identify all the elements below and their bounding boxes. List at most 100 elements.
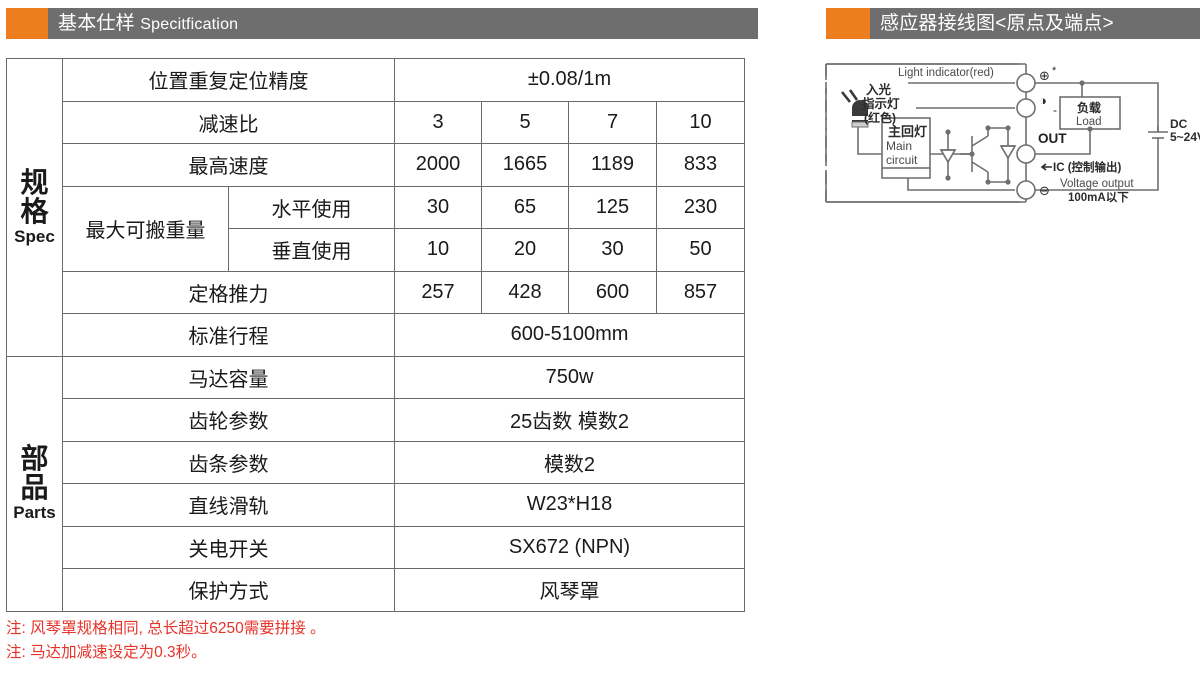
row-value-linear-guide: W23*H18 [394, 483, 745, 527]
label-indicator-lamp-cn: 指示灯 [862, 96, 900, 111]
row-label-reduction-ratio: 减速比 [62, 100, 395, 144]
row-value-horizontal-4: 230 [656, 185, 745, 229]
label-terminal-plus: ⊕ [1039, 68, 1050, 83]
row-value-max-speed-3: 1189 [568, 143, 657, 187]
table-row: 最大可搬重量 水平使用 30 65 125 230 [7, 185, 745, 272]
label-incident-light-cn: 入光 [866, 82, 892, 97]
row-value-protection-type: 风琴罩 [394, 568, 745, 612]
left-section-header: 基本仕样 Specitfication [6, 8, 758, 39]
label-red-color-cn: (红色) [864, 110, 896, 125]
table-row: 最高速度 2000 1665 1189 833 [7, 143, 745, 187]
label-terminal-star: * [1052, 65, 1057, 77]
row-sublabel-horizontal-use: 水平使用 [228, 185, 395, 229]
row-value-thrust-4: 857 [656, 270, 745, 314]
row-label-protection-type: 保护方式 [62, 568, 395, 612]
label-dc-1: DC [1170, 117, 1188, 131]
label-ic-control-output: IC (控制输出) [1053, 160, 1122, 174]
row-label-position-accuracy: 位置重复定位精度 [62, 58, 395, 102]
section-label-parts-en: Parts [13, 503, 56, 523]
right-section-header: 感应器接线图<原点及端点> [826, 8, 1200, 39]
row-value-horizontal-2: 65 [481, 185, 569, 229]
table-row: 部品 Parts 马达容量 750w [6, 355, 745, 612]
section-label-parts-cn: 部品 [20, 443, 49, 503]
table-row: 标准行程 600-5100mm [7, 313, 745, 357]
label-load-cn: 负载 [1077, 100, 1101, 115]
led-indicator-icon [840, 89, 869, 128]
row-label-rack-params: 齿条参数 [62, 440, 395, 484]
row-value-limit-switch: SX672 (NPN) [394, 525, 745, 569]
label-dc-2: 5~24V [1170, 130, 1200, 144]
label-terminal-out: OUT [1038, 131, 1067, 146]
row-value-max-speed-2: 1665 [481, 143, 569, 187]
label-terminal-dot: ◑ [1039, 93, 1047, 108]
row-label-rated-thrust: 定格推力 [62, 270, 395, 314]
section-label-spec: 规 格 Spec [6, 58, 63, 357]
row-value-thrust-1: 257 [394, 270, 482, 314]
row-label-max-payload: 最大可搬重量 [62, 185, 229, 272]
row-value-gear-params: 25齿数 模数2 [394, 398, 745, 442]
row-value-reduction-ratio-4: 10 [656, 100, 745, 144]
row-value-reduction-ratio-3: 7 [568, 100, 657, 144]
section-label-parts: 部品 Parts [6, 355, 63, 612]
label-main-circuit-cn: 主回灯 [888, 124, 927, 139]
right-header-title: 感应器接线图<原点及端点> [880, 13, 1114, 34]
label-terminal-minus-small: - [1053, 103, 1057, 117]
table-row: 垂直使用 10 20 30 50 [7, 228, 745, 272]
table-row: 规 格 Spec 位置重复定位精度 ±0.08/1m [6, 58, 745, 357]
wiring-diagram-svg: Light indicator(red) 入光 指示灯 (红色) 主回灯 Mai… [825, 63, 1200, 204]
label-main-circuit-en2: circuit [886, 153, 918, 167]
row-value-vertical-2: 20 [481, 228, 569, 272]
row-value-standard-stroke: 600-5100mm [394, 313, 745, 357]
section-label-spec-cn: 规 [20, 167, 49, 199]
left-header-title-cn: 基本仕样 [58, 13, 135, 34]
row-value-thrust-3: 600 [568, 270, 657, 314]
label-voltage-output: Voltage output [1060, 178, 1134, 190]
row-value-rack-params: 模数2 [394, 440, 745, 484]
row-label-motor-capacity: 马达容量 [62, 355, 395, 399]
table-row: 齿轮参数 25齿数 模数2 [7, 398, 745, 442]
header-orange-swatch [6, 8, 48, 39]
row-value-thrust-2: 428 [481, 270, 569, 314]
specification-table-wrapper: 规 格 Spec 位置重复定位精度 ±0.08/1m 减速比 3 5 7 10 [6, 58, 745, 612]
row-label-max-speed: 最高速度 [62, 143, 395, 187]
row-sublabel-vertical-use: 垂直使用 [228, 228, 395, 272]
row-value-motor-capacity: 750w [394, 355, 745, 399]
label-load-en: Load [1076, 116, 1102, 128]
row-value-position-accuracy: ±0.08/1m [394, 58, 745, 102]
row-value-vertical-4: 50 [656, 228, 745, 272]
left-header-text: 基本仕样 Specitfication [58, 8, 238, 39]
specification-table: 规 格 Spec 位置重复定位精度 ±0.08/1m 减速比 3 5 7 10 [6, 58, 745, 612]
footnote-2: 注: 马达加减速设定为0.3秒。 [6, 644, 207, 662]
footnotes: 注: 风琴罩规格相同, 总长超过6250需要拼接 。 注: 马达加减速设定为0.… [6, 617, 326, 665]
label-main-circuit-en1: Main [886, 139, 912, 153]
row-value-horizontal-1: 30 [394, 185, 482, 229]
table-row: 直线滑轨 W23*H18 [7, 483, 745, 527]
footnote-1: 注: 风琴罩规格相同, 总长超过6250需要拼接 。 [6, 620, 326, 637]
row-value-reduction-ratio-1: 3 [394, 100, 482, 144]
section-label-spec-cn-stack: 格 [20, 195, 49, 227]
right-header-orange-swatch [826, 8, 870, 39]
arrow-ic-icon [1040, 163, 1052, 171]
row-label-limit-switch: 关电开关 [62, 525, 395, 569]
label-terminal-minus: ⊖ [1039, 183, 1050, 198]
table-row: 关电开关 SX672 (NPN) [7, 525, 745, 569]
row-label-gear-params: 齿轮参数 [62, 398, 395, 442]
sensor-wiring-diagram: Light indicator(red) 入光 指示灯 (红色) 主回灯 Mai… [820, 50, 1200, 232]
row-label-standard-stroke: 标准行程 [62, 313, 395, 357]
left-header-title-en: Specitfication [140, 16, 239, 33]
row-value-max-speed-4: 833 [656, 143, 745, 187]
table-row: 保护方式 风琴罩 [7, 568, 745, 612]
section-label-spec-en: Spec [14, 227, 55, 247]
row-value-reduction-ratio-2: 5 [481, 100, 569, 144]
row-label-linear-guide: 直线滑轨 [62, 483, 395, 527]
table-row: 减速比 3 5 7 10 [7, 100, 745, 144]
row-value-horizontal-3: 125 [568, 185, 657, 229]
table-row: 定格推力 257 428 600 857 [7, 270, 745, 314]
label-light-indicator-en: Light indicator(red) [898, 67, 994, 79]
row-value-vertical-1: 10 [394, 228, 482, 272]
table-row: 齿条参数 模数2 [7, 440, 745, 484]
row-value-vertical-3: 30 [568, 228, 657, 272]
row-value-max-speed-1: 2000 [394, 143, 482, 187]
label-current-limit: 100mA以下 [1068, 191, 1129, 204]
